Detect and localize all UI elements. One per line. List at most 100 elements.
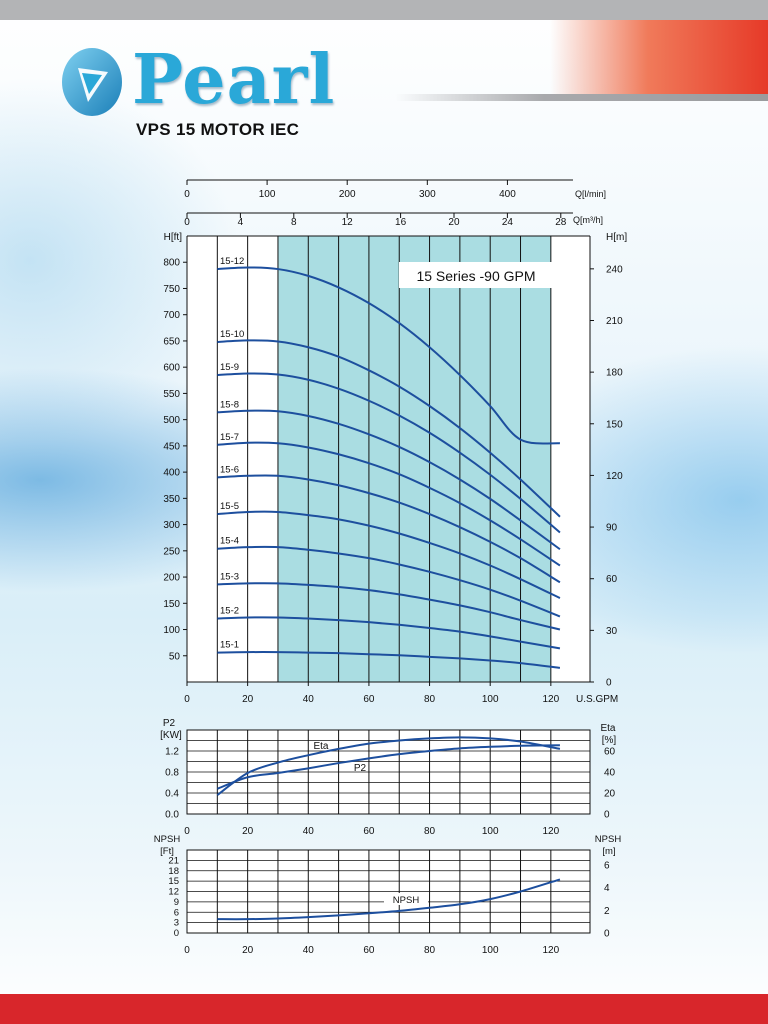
- top-tick-label-lmin: 300: [419, 189, 436, 200]
- power-x-tick-label: 20: [242, 826, 254, 837]
- npsh-m-tick-label: 6: [604, 860, 610, 871]
- y-right-tick-label: 210: [606, 316, 623, 327]
- npsh-m-axis-label-line2: [m]: [602, 846, 615, 857]
- curve-15-2: [217, 616, 561, 650]
- power-x-tick-label: 40: [303, 826, 315, 837]
- y-right-tick-label: 150: [606, 419, 623, 430]
- y-right-tick-label: 120: [606, 471, 623, 482]
- npsh-y-tick-label: 9: [174, 897, 179, 908]
- pearl-logo-icon: [62, 48, 122, 116]
- red-accent-gradient: [550, 20, 768, 94]
- npsh-y-tick-label: 0: [174, 928, 179, 939]
- curve-label-15-7: 15-7: [220, 432, 239, 443]
- gray-accent-line: [395, 94, 768, 101]
- power-y-tick-label: 0.0: [165, 810, 179, 821]
- recommended-range-band: [277, 236, 551, 682]
- eta-y-tick-label: 40: [604, 768, 616, 779]
- top-tick-label-m3h: 4: [238, 217, 244, 228]
- y-tick-label: 150: [163, 599, 180, 610]
- x-tick-label: 0: [184, 694, 190, 705]
- curve-label-P2: P2: [354, 763, 367, 774]
- power-y-tick-label: 0.4: [165, 789, 179, 800]
- top-tick-label-m3h: 8: [291, 217, 297, 228]
- npsh-y-tick-label: 18: [168, 866, 179, 877]
- npsh-y-tick-label: 6: [174, 907, 179, 918]
- top-axis-label-lmin: Q[l/min]: [575, 189, 606, 199]
- x-axis-label: U.S.GPM: [576, 694, 618, 705]
- curve-15-9: [217, 372, 561, 534]
- curve-label-15-4: 15-4: [220, 536, 239, 547]
- npsh-x-tick-label: 40: [303, 945, 315, 956]
- npsh-x-tick-label: 100: [482, 945, 499, 956]
- curve-label-15-5: 15-5: [220, 501, 239, 512]
- curve-15-4: [217, 545, 561, 618]
- curve-Eta: [216, 736, 561, 796]
- y-tick-label: 200: [163, 573, 180, 584]
- y-tick-label: 100: [163, 625, 180, 636]
- curve-label-15-3: 15-3: [220, 571, 239, 582]
- y-tick-label: 300: [163, 520, 180, 531]
- y-tick-label: 250: [163, 546, 180, 557]
- eta-y-tick-label: 60: [604, 747, 616, 758]
- power-y-axis-label-line2: [KW]: [160, 730, 182, 741]
- curve-15-3: [217, 582, 561, 631]
- x-tick-label: 120: [542, 694, 559, 705]
- curve-15-12: [217, 266, 561, 445]
- npsh-label-box: [384, 893, 428, 905]
- npsh-y-axis-label-line2: [Ft]: [160, 846, 174, 857]
- top-tick-label-m3h: 0: [184, 217, 190, 228]
- npsh-x-tick-label: 80: [424, 945, 436, 956]
- x-tick-label: 60: [363, 694, 375, 705]
- top-tick-label-lmin: 400: [499, 189, 516, 200]
- curve-label-NPSH: NPSH: [393, 895, 420, 906]
- curve-label-15-8: 15-8: [220, 399, 239, 410]
- power-x-tick-label: 120: [542, 826, 559, 837]
- curve-15-10: [217, 339, 561, 518]
- curve-15-6: [217, 474, 561, 584]
- curve-label-15-9: 15-9: [220, 362, 239, 373]
- top-tick-label-m3h: 16: [395, 217, 407, 228]
- y-right-axis-label: H[m]: [606, 232, 627, 243]
- x-tick-label: 80: [424, 694, 436, 705]
- curve-label-Eta: Eta: [313, 741, 328, 752]
- npsh-m-tick-label: 0: [604, 929, 610, 940]
- npsh-m-tick-label: 2: [604, 906, 610, 917]
- y-tick-label: 650: [163, 336, 180, 347]
- top-tick-label-m3h: 12: [342, 217, 354, 228]
- npsh-x-tick-label: 120: [542, 945, 559, 956]
- eta-y-tick-label: 20: [604, 789, 616, 800]
- x-tick-label: 100: [482, 694, 499, 705]
- bottom-bar: [0, 994, 768, 1024]
- power-x-tick-label: 80: [424, 826, 436, 837]
- curve-label-15-2: 15-2: [220, 606, 239, 617]
- top-tick-label-lmin: 0: [184, 189, 190, 200]
- curve-label-15-6: 15-6: [220, 464, 239, 475]
- curve-label-15-12: 15-12: [220, 256, 244, 267]
- top-bar: [0, 0, 768, 20]
- eta-y-tick-label: 0: [604, 810, 610, 821]
- curve-label-15-1: 15-1: [220, 640, 239, 651]
- npsh-x-tick-label: 0: [184, 945, 190, 956]
- curve-15-7: [217, 441, 561, 567]
- curve-15-1: [217, 651, 561, 669]
- y-tick-label: 500: [163, 415, 180, 426]
- npsh-m-tick-label: 4: [604, 883, 610, 894]
- y-tick-label: 350: [163, 494, 180, 505]
- y-right-tick-label: 90: [606, 523, 618, 534]
- y-tick-label: 50: [169, 651, 181, 662]
- x-tick-label: 40: [303, 694, 315, 705]
- y-axis-label: H[ft]: [164, 232, 183, 243]
- curve-label-15-10: 15-10: [220, 329, 244, 340]
- top-tick-label-lmin: 200: [339, 189, 356, 200]
- y-tick-label: 750: [163, 284, 180, 295]
- curve-P2: [216, 744, 560, 790]
- top-tick-label-m3h: 24: [502, 217, 514, 228]
- top-tick-label-m3h: 20: [448, 217, 460, 228]
- y-tick-label: 450: [163, 441, 180, 452]
- y-tick-label: 800: [163, 258, 180, 269]
- eta-axis-label-line2: [%]: [602, 735, 617, 746]
- power-y-axis-label-line1: P2: [163, 718, 176, 729]
- chart-title: 15 Series -90 GPM: [416, 268, 535, 284]
- brand-name: Pearl: [132, 40, 336, 120]
